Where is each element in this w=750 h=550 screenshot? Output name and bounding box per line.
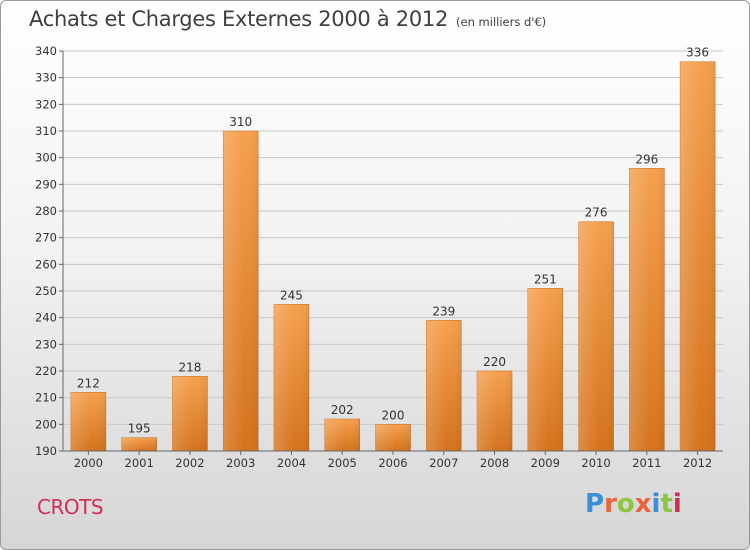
x-tick-label: 2004 <box>277 456 306 470</box>
chart-unit: (en milliers d'€) <box>456 15 547 29</box>
x-tick-label: 2006 <box>378 456 407 470</box>
y-tick-label: 250 <box>35 284 57 298</box>
bar-shine <box>578 221 614 451</box>
y-tick-label: 330 <box>35 71 57 85</box>
chart-title-text: Achats et Charges Externes 2000 à 2012 <box>29 7 449 31</box>
bar-shine <box>324 419 360 451</box>
bar-shine <box>223 131 259 451</box>
proxiti-logo: Proxiti <box>585 489 682 519</box>
bar-shine <box>121 437 157 451</box>
x-tick-label: 2003 <box>226 456 255 470</box>
bar-shine <box>172 376 208 451</box>
y-tick-label: 320 <box>35 97 57 111</box>
bar-value-label: 296 <box>635 152 658 166</box>
x-tick-label: 2011 <box>632 456 661 470</box>
bar-value-label: 245 <box>280 288 303 302</box>
proxiti-logo-letter: P <box>585 489 605 519</box>
grid-layer <box>63 50 723 452</box>
bar-shine <box>273 304 309 451</box>
y-tick-label: 280 <box>35 204 57 218</box>
y-tick-label: 190 <box>35 444 57 458</box>
bar-shine <box>527 288 563 451</box>
chart-title: Achats et Charges Externes 2000 à 2012 (e… <box>29 7 546 31</box>
bar-shine <box>70 392 106 451</box>
bar-value-label: 200 <box>382 408 405 422</box>
y-tick-label: 220 <box>35 364 57 378</box>
bar-value-label: 336 <box>686 46 709 60</box>
y-tick-label: 340 <box>35 44 57 58</box>
bar-shine <box>477 371 513 451</box>
bar-shine <box>375 424 411 451</box>
proxiti-logo-letter: i <box>672 489 682 519</box>
y-tick-label: 200 <box>35 417 57 431</box>
y-tick-label: 210 <box>35 391 57 405</box>
x-tick-label: 2009 <box>531 456 560 470</box>
bar-value-label: 220 <box>483 355 506 369</box>
proxiti-logo-letter: r <box>604 489 617 519</box>
bar-value-label: 195 <box>128 422 151 436</box>
plot-area <box>63 51 723 451</box>
proxiti-logo-letter: o <box>616 489 635 519</box>
x-tick-label: 2005 <box>328 456 357 470</box>
axis-layer: 190 200 210 220 230 240 250 260 270 280 290 300 310 3… <box>35 44 723 470</box>
commune-name: CROTS <box>37 495 104 519</box>
bar-shine <box>426 320 462 451</box>
proxiti-logo-letter: i <box>651 489 661 519</box>
proxiti-logo-letter: t <box>660 489 673 519</box>
x-tick-label: 2002 <box>175 456 204 470</box>
y-tick-label: 290 <box>35 177 57 191</box>
x-tick-label: 2010 <box>581 456 610 470</box>
bar-value-label: 212 <box>77 376 100 390</box>
y-tick-label: 260 <box>35 257 57 271</box>
y-tick-label: 230 <box>35 337 57 351</box>
x-tick-label: 2012 <box>683 456 712 470</box>
y-tick-label: 240 <box>35 311 57 325</box>
bar-value-label: 202 <box>331 403 354 417</box>
y-tick-label: 300 <box>35 151 57 165</box>
y-tick-label: 270 <box>35 231 57 245</box>
bar-value-label: 310 <box>229 115 252 129</box>
x-tick-label: 2001 <box>125 456 154 470</box>
x-tick-label: 2007 <box>429 456 458 470</box>
bar-value-label: 239 <box>432 304 455 318</box>
bar-value-label: 218 <box>178 360 201 374</box>
bar-shine <box>629 168 665 452</box>
x-tick-label: 2000 <box>74 456 103 470</box>
x-tick-label: 2008 <box>480 456 509 470</box>
bar-value-label: 251 <box>534 272 557 286</box>
bars-layer: 212 195 218 310 245 202 200 239 220 251 276 296 336 <box>70 46 716 452</box>
bar-value-label: 276 <box>585 206 608 220</box>
y-tick-label: 310 <box>35 124 57 138</box>
proxiti-logo-letter: x <box>634 489 652 519</box>
bar-shine <box>680 61 716 452</box>
